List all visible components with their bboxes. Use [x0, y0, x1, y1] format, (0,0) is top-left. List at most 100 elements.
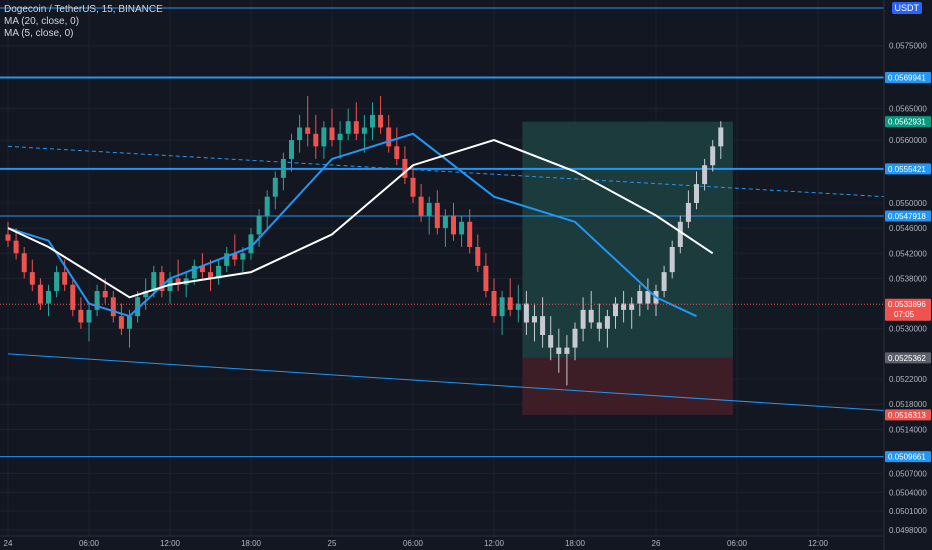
- time-tick-label: 06:00: [79, 539, 100, 548]
- candle-body-54: [442, 215, 448, 229]
- candle-body-28: [232, 253, 238, 260]
- projection-candle-body-21: [694, 184, 699, 203]
- time-tick-label: 18:00: [241, 539, 262, 548]
- time-tick-label: 06:00: [727, 539, 748, 548]
- candle-body-38: [313, 133, 319, 147]
- last-price-badge-text: 0.0533896: [888, 300, 926, 309]
- price-tick-label: 0.0498000: [889, 526, 927, 535]
- trendlines[interactable]: [7, 145, 885, 412]
- projection-candle-body-6: [572, 328, 578, 348]
- projection-candles: [523, 121, 724, 386]
- candle-body-26: [216, 265, 222, 279]
- stop-badge-text: 0.0516313: [888, 411, 926, 420]
- candle-body-58: [475, 246, 481, 266]
- level-badge-2-text: 0.0547918: [888, 212, 926, 221]
- candle-body-61: [499, 297, 505, 317]
- level-badge-3-text: 0.0509661: [888, 453, 926, 462]
- price-tick-label: 0.0538000: [889, 274, 927, 283]
- time-tick-label: 12:00: [808, 539, 829, 548]
- price-tick-label: 0.0530000: [889, 325, 927, 334]
- candle-body-3: [29, 272, 35, 285]
- chart-grid: [0, 0, 884, 536]
- ma5-line: [7, 132, 697, 318]
- projection-candle-body-17: [661, 272, 667, 292]
- candle-body-55: [451, 215, 456, 235]
- ma20-line: [7, 139, 714, 299]
- price-tick-label: 0.0522000: [889, 375, 927, 384]
- candle-body-57: [467, 221, 473, 247]
- candle-body-4: [37, 284, 43, 304]
- level-badge-2-bg: [885, 210, 931, 222]
- candle-body-27: [224, 253, 230, 266]
- candle-body-16: [135, 297, 141, 317]
- candle-body-35: [289, 140, 294, 159]
- candle-body-45: [370, 114, 375, 128]
- time-tick-label: 06:00: [403, 539, 424, 548]
- moving-averages: [7, 132, 714, 318]
- projection-candle-body-24: [718, 127, 724, 147]
- projection-candle-body-19: [677, 221, 683, 247]
- candle-body-32: [264, 196, 270, 216]
- candle-body-42: [345, 121, 351, 134]
- target-zone[interactable]: [522, 121, 733, 358]
- candle-body-25: [208, 272, 213, 279]
- candle-body-10: [86, 309, 92, 323]
- last-price-badge-bg: [885, 298, 931, 321]
- candle-body-43: [353, 121, 359, 134]
- price-tick-label: 0.0542000: [889, 249, 927, 258]
- candle-body-6: [54, 272, 60, 292]
- price-tick-label: 0.0546000: [889, 224, 927, 233]
- candle-body-24: [199, 265, 205, 273]
- candle-body-30: [248, 234, 254, 254]
- candle-body-46: [378, 114, 384, 128]
- candle-body-47: [386, 127, 392, 147]
- candle-body-13: [110, 297, 116, 317]
- time-axis[interactable]: 24 06:00 12:00 18:00 25 06:00 12:00 18:00 26 06:0…: [0, 535, 884, 548]
- candle-body-15: [127, 316, 132, 329]
- candle-body-29: [240, 253, 246, 260]
- projection-candle-body-12: [621, 303, 627, 310]
- projection-candle-body-2: [540, 316, 546, 336]
- candle-body-53: [434, 202, 440, 229]
- projection-candle-body-14: [637, 291, 643, 304]
- price-axis[interactable]: 0.0575000 0.0565000 0.0560000 0.0550000 0.05…: [883, 0, 932, 550]
- candle-body-17: [143, 291, 149, 298]
- legend-ma20: MA (20, close, 0): [4, 16, 80, 27]
- time-tick-label: 26: [652, 539, 661, 548]
- price-tick-label: 0.0560000: [889, 136, 927, 145]
- trendline-upper-dashed: [7, 145, 885, 198]
- projection-candle-body-11: [613, 303, 618, 317]
- candle-body-33: [272, 177, 278, 197]
- candle-body-51: [418, 196, 424, 216]
- projection-candle-body-5: [564, 347, 570, 354]
- price-tick-label: 0.0514000: [889, 425, 927, 434]
- level-badge-0-bg: [885, 72, 931, 84]
- candle-body-18: [151, 272, 157, 292]
- candle-body-7: [62, 272, 68, 285]
- price-tick-label: 0.0565000: [889, 105, 927, 114]
- candle-body-21: [175, 278, 181, 285]
- candle-body-2: [21, 253, 27, 273]
- horizontal-levels[interactable]: [0, 7, 884, 458]
- projection-candle-body-9: [596, 322, 602, 329]
- candle-body-1: [13, 240, 19, 254]
- chart-legend: Dogecoin / TetherUS, 15, BINANCE MA (20,…: [4, 4, 163, 40]
- target-badge-bg: [885, 116, 931, 128]
- candle-body-41: [337, 133, 343, 141]
- projection-candle-body-22: [702, 165, 708, 185]
- target-badge-text: 0.0562931: [888, 118, 926, 127]
- currency-badge[interactable]: USDT: [891, 2, 922, 14]
- candle-body-62: [507, 297, 513, 310]
- projection-candle-body-23: [710, 146, 716, 166]
- candle-body-12: [102, 291, 108, 298]
- stop-zone[interactable]: [522, 357, 733, 415]
- projection-candle-body-18: [669, 246, 675, 273]
- position-zones[interactable]: [522, 121, 733, 415]
- candle-body-44: [361, 127, 367, 134]
- candle-body-56: [459, 221, 465, 235]
- candle-body-0: [5, 234, 11, 241]
- candle-body-19: [159, 272, 165, 292]
- candle-body-60: [491, 291, 497, 317]
